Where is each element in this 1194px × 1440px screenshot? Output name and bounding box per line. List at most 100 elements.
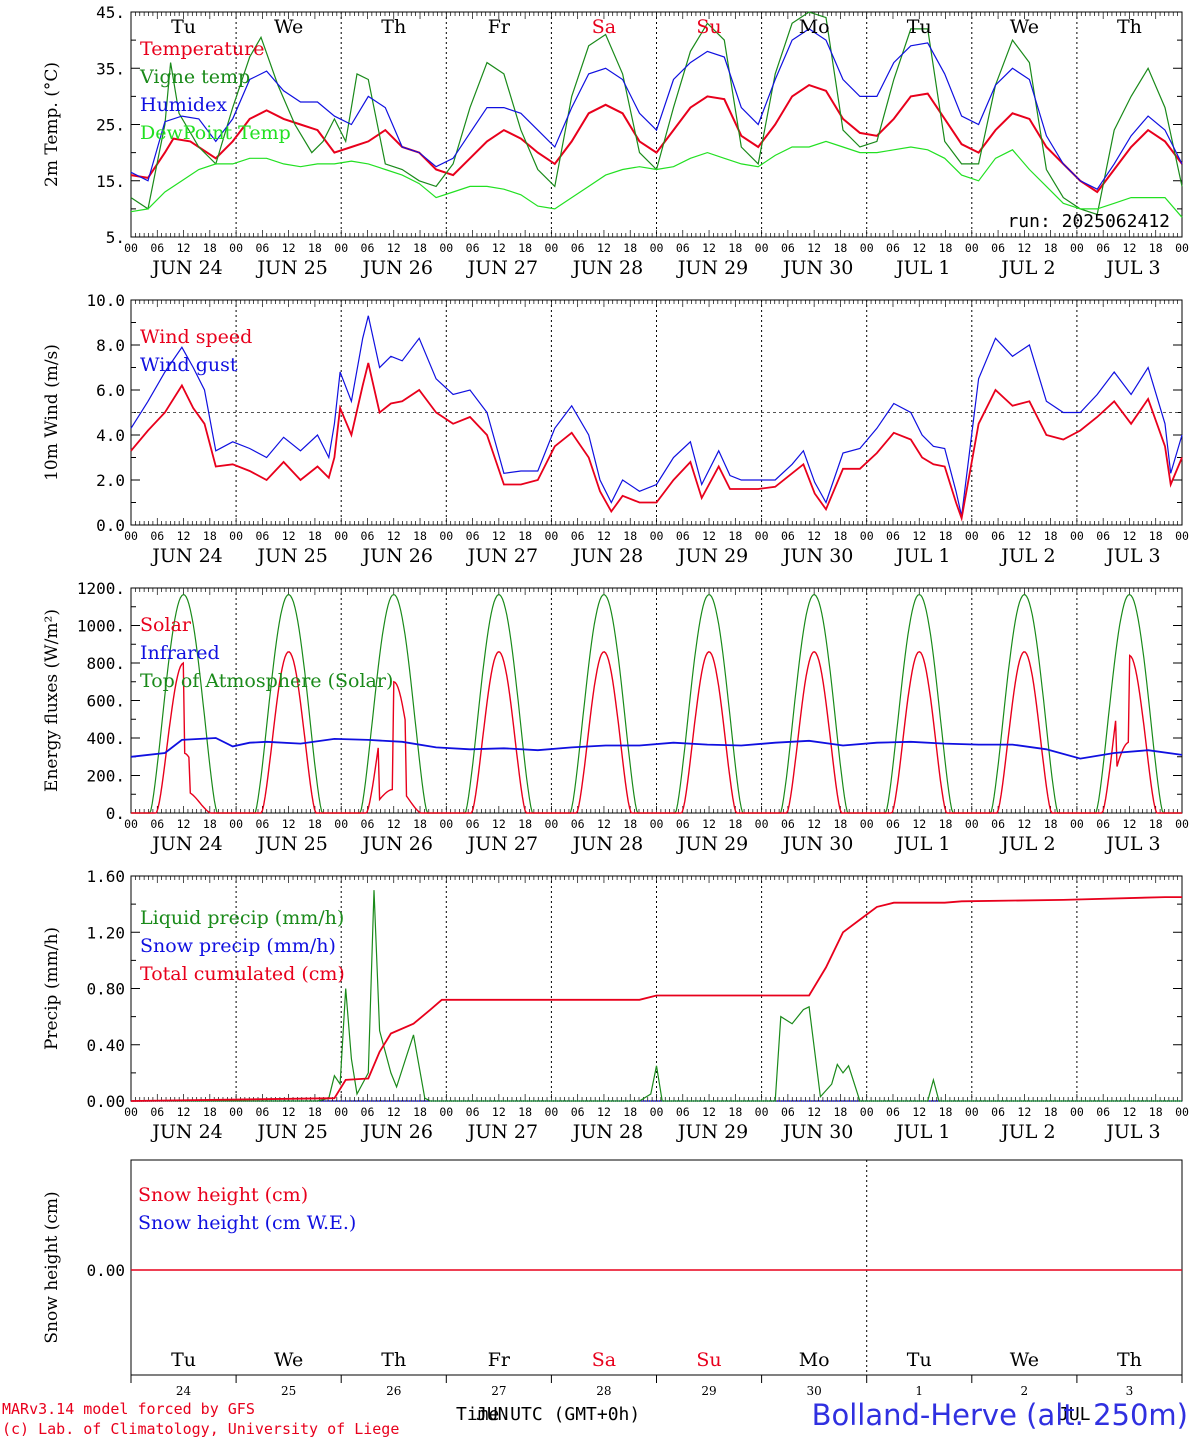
y-tick-label: 25. — [96, 116, 125, 135]
hour-tick-label: 12 — [702, 1105, 716, 1119]
y-axis-label: 10m Wind (m/s) — [42, 344, 62, 481]
hour-tick-label: 12 — [807, 529, 821, 543]
hour-tick-label: 18 — [518, 817, 532, 831]
day-number-label: 28 — [596, 1384, 611, 1398]
hour-tick-label: 00 — [229, 1105, 243, 1119]
date-label: JUL 1 — [894, 833, 950, 855]
hour-tick-label: 12 — [492, 241, 506, 255]
hour-tick-label: 18 — [308, 529, 322, 543]
date-label: JUL 3 — [1104, 833, 1160, 855]
hour-tick-label: 00 — [334, 241, 348, 255]
y-tick-label: 4.0 — [96, 426, 125, 445]
weekday-label-bottom: Sa — [592, 1349, 616, 1371]
hour-tick-label: 12 — [1017, 1105, 1031, 1119]
hour-tick-label: 12 — [912, 529, 926, 543]
weekday-label-bottom: Mo — [799, 1349, 830, 1371]
legend-entry: Top of Atmosphere (Solar) — [140, 670, 393, 692]
hour-tick-label: 12 — [1123, 817, 1137, 831]
date-label: JUL 3 — [1104, 545, 1160, 567]
legend-entry: Total cumulated (cm) — [140, 963, 345, 985]
hour-tick-label: 06 — [781, 529, 795, 543]
date-label: JUN 28 — [571, 257, 643, 279]
hour-tick-label: 00 — [124, 529, 138, 543]
hour-tick-label: 06 — [466, 529, 480, 543]
hour-tick-label: 00 — [1175, 241, 1189, 255]
series-line-wind-gust — [130, 315, 1183, 517]
hour-tick-label: 00 — [544, 1105, 558, 1119]
weekday-label-bottom: Th — [1117, 1349, 1142, 1371]
hour-tick-label: 00 — [229, 817, 243, 831]
day-number-label: 1 — [915, 1384, 923, 1398]
y-tick-label: 600. — [86, 692, 125, 711]
hour-tick-label: 18 — [1044, 529, 1058, 543]
x-axis-title: Time UTC (GMT+0h) — [456, 1404, 641, 1425]
legend-entry: Snow height (cm W.E.) — [138, 1212, 356, 1234]
hour-tick-label: 06 — [676, 817, 690, 831]
hour-tick-label: 12 — [1017, 241, 1031, 255]
hour-tick-label: 06 — [991, 1105, 1005, 1119]
hour-tick-label: 18 — [518, 241, 532, 255]
weekday-label-bottom: We — [1010, 1349, 1039, 1371]
hour-tick-label: 18 — [1149, 241, 1163, 255]
weekday-label: Sa — [592, 16, 616, 38]
hour-tick-label: 12 — [807, 241, 821, 255]
series-line-wind-speed — [130, 362, 1183, 522]
weekday-label: Su — [696, 16, 721, 38]
day-number-label: 30 — [807, 1384, 822, 1398]
hour-tick-label: 06 — [361, 1105, 375, 1119]
hour-tick-label: 00 — [860, 529, 874, 543]
hour-tick-label: 12 — [807, 1105, 821, 1119]
hour-tick-label: 18 — [308, 817, 322, 831]
hour-tick-label: 18 — [308, 241, 322, 255]
weekday-label-bottom: Th — [381, 1349, 406, 1371]
y-tick-label: 10.0 — [86, 291, 125, 310]
hour-tick-label: 00 — [755, 529, 769, 543]
hour-tick-label: 12 — [912, 241, 926, 255]
hour-tick-label: 00 — [650, 529, 664, 543]
hour-tick-label: 00 — [229, 529, 243, 543]
hour-tick-label: 06 — [781, 817, 795, 831]
date-label: JUL 1 — [894, 1121, 950, 1143]
date-label: JUL 2 — [999, 833, 1055, 855]
hour-tick-label: 18 — [203, 817, 217, 831]
hour-tick-label: 18 — [518, 529, 532, 543]
hour-tick-label: 18 — [1044, 1105, 1058, 1119]
hour-tick-label: 06 — [466, 1105, 480, 1119]
y-tick-label: 1000. — [77, 617, 125, 636]
date-label: JUN 27 — [466, 1121, 538, 1143]
hour-tick-label: 18 — [518, 1105, 532, 1119]
weekday-label: Mo — [799, 16, 830, 38]
hour-tick-label: 06 — [886, 529, 900, 543]
x-axis-overlap-label: JUN — [476, 1404, 509, 1425]
y-tick-label: 0.00 — [86, 1092, 125, 1111]
hour-tick-label: 00 — [439, 1105, 453, 1119]
hour-tick-label: 18 — [1149, 817, 1163, 831]
hour-tick-label: 00 — [1070, 241, 1084, 255]
hour-tick-label: 06 — [1096, 241, 1110, 255]
date-label: JUN 25 — [255, 257, 327, 279]
day-number-label: 24 — [176, 1384, 192, 1398]
hour-tick-label: 18 — [413, 241, 427, 255]
date-label: JUN 26 — [361, 257, 433, 279]
y-tick-label: 6.0 — [96, 381, 125, 400]
y-tick-label: 1.20 — [86, 923, 125, 942]
date-label: JUN 25 — [255, 1121, 327, 1143]
hour-tick-label: 00 — [334, 529, 348, 543]
hour-tick-label: 06 — [676, 241, 690, 255]
weekday-label-bottom: Su — [696, 1349, 721, 1371]
hour-tick-label: 06 — [781, 241, 795, 255]
y-tick-label: 2.0 — [96, 471, 125, 490]
date-label: JUL 3 — [1104, 1121, 1160, 1143]
hour-tick-label: 18 — [728, 241, 742, 255]
hour-tick-label: 18 — [939, 241, 953, 255]
hour-tick-label: 12 — [1123, 1105, 1137, 1119]
date-label: JUN 27 — [466, 257, 538, 279]
date-label: JUN 24 — [150, 1121, 222, 1143]
hour-tick-label: 06 — [571, 817, 585, 831]
hour-tick-label: 12 — [282, 817, 296, 831]
hour-tick-label: 18 — [833, 817, 847, 831]
hour-tick-label: 06 — [150, 1105, 164, 1119]
hour-tick-label: 12 — [597, 529, 611, 543]
y-axis-label: Energy fluxes (W/m²) — [42, 609, 62, 792]
